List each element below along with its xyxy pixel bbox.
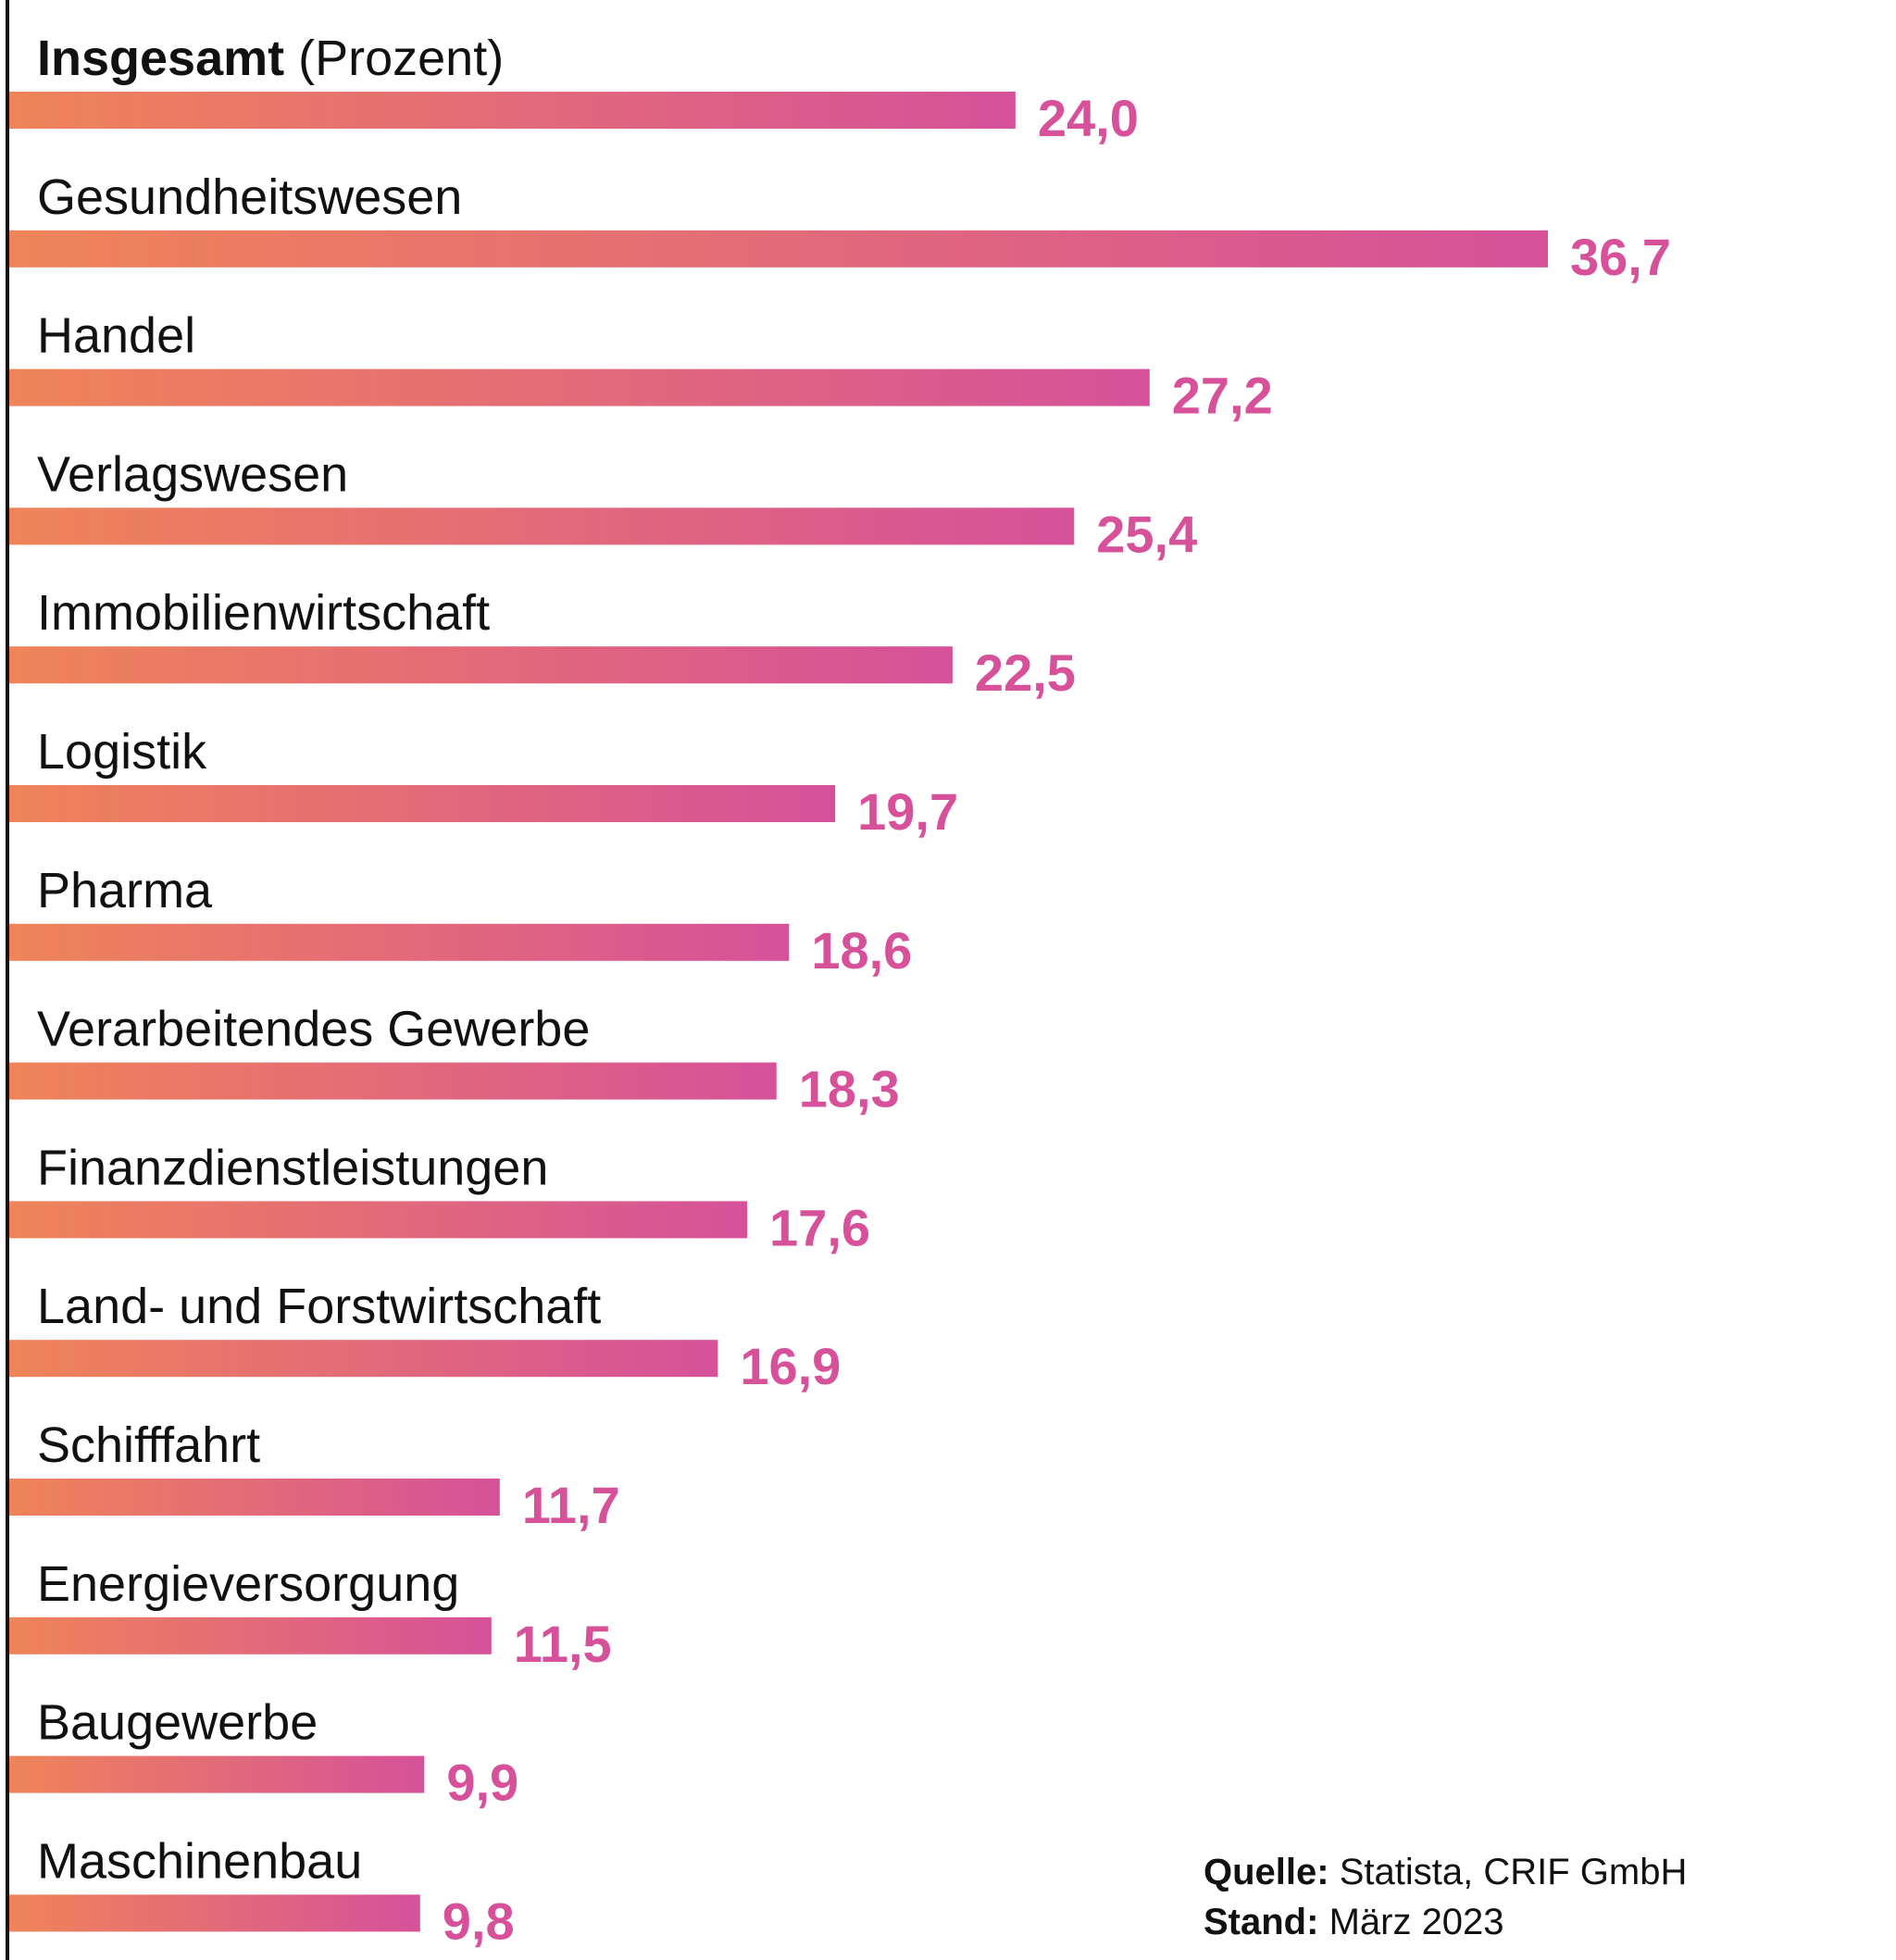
category-label: Verlagswesen [37,446,348,502]
value-label: 18,6 [811,921,912,980]
bar [9,1617,492,1654]
bar-row: Maschinenbau 9,8 [9,1833,515,1950]
bar-row: Baugewerbe 9,9 [9,1695,518,1812]
value-label: 11,5 [514,1615,612,1673]
bar-row: Pharma 18,6 [9,863,912,980]
header-bold-label: Insgesamt [37,31,284,86]
bar-row: Logistik 19,7 [9,724,958,841]
bar [9,368,1150,406]
bar [9,1894,420,1932]
bar-row: Schifffahrt 11,7 [9,1417,620,1534]
bar-row: Land- und Forstwirtschaft 16,9 [9,1279,841,1395]
date-text: März 2023 [1328,1902,1504,1942]
header-unit-label: (Prozent) [284,31,504,86]
value-label: 18,3 [799,1060,900,1118]
value-label: 17,6 [769,1198,870,1256]
bar [9,785,836,822]
bar [9,646,953,684]
bar [9,1755,425,1793]
source-label: Quelle: [1204,1852,1329,1892]
category-label: Gesundheitswesen [37,169,462,225]
bar [9,1340,718,1378]
value-label: 16,9 [740,1337,841,1395]
value-label: 22,5 [975,643,1076,702]
bar-row: Immobilienwirtschaft 22,5 [9,585,1076,702]
category-label: Schifffahrt [37,1417,260,1473]
source-line: Quelle: Statista, CRIF GmbH [1204,1847,1687,1897]
date-label: Stand: [1204,1902,1319,1942]
category-label: Handel [37,308,195,364]
bar [9,230,1548,268]
category-label: Pharma [37,863,213,918]
value-label: 9,8 [443,1891,515,1950]
category-label: Baugewerbe [37,1695,318,1751]
category-label: Land- und Forstwirtschaft [37,1279,601,1334]
bar-row: Finanzdienstleistungen 17,6 [9,1140,870,1256]
bar-row: Insgesamt (Prozent) 24,0 [9,31,1139,147]
value-label: 24,0 [1038,89,1139,147]
bar [9,923,790,961]
bar-row: Verarbeitendes Gewerbe 18,3 [9,1002,900,1118]
source-text: Statista, CRIF GmbH [1339,1852,1688,1892]
date-line: Stand: März 2023 [1204,1897,1687,1947]
category-label: Energieversorgung [37,1556,459,1612]
category-label: Logistik [37,724,207,780]
bar [9,1479,500,1516]
value-label: 9,9 [446,1754,518,1812]
value-label: 27,2 [1172,367,1273,425]
category-label: Finanzdienstleistungen [37,1140,548,1195]
bar-row: Energieversorgung 11,5 [9,1556,612,1673]
bar-row: Handel 27,2 [9,308,1273,425]
bar-row: Verlagswesen 25,4 [9,446,1197,563]
bar [9,507,1075,545]
bar-row: Gesundheitswesen 36,7 [9,169,1671,286]
value-label: 36,7 [1570,228,1671,286]
value-label: 11,7 [522,1476,620,1534]
category-label: Immobilienwirtschaft [37,585,490,641]
bar [9,1062,777,1100]
category-label: Insgesamt (Prozent) [37,31,504,86]
category-label: Verarbeitendes Gewerbe [37,1002,590,1057]
category-label: Maschinenbau [37,1833,362,1889]
bar [9,92,1016,129]
value-label: 19,7 [857,782,958,841]
value-label: 25,4 [1096,505,1197,563]
bar [9,1201,748,1239]
source-note: Quelle: Statista, CRIF GmbH Stand: März … [1204,1847,1687,1947]
